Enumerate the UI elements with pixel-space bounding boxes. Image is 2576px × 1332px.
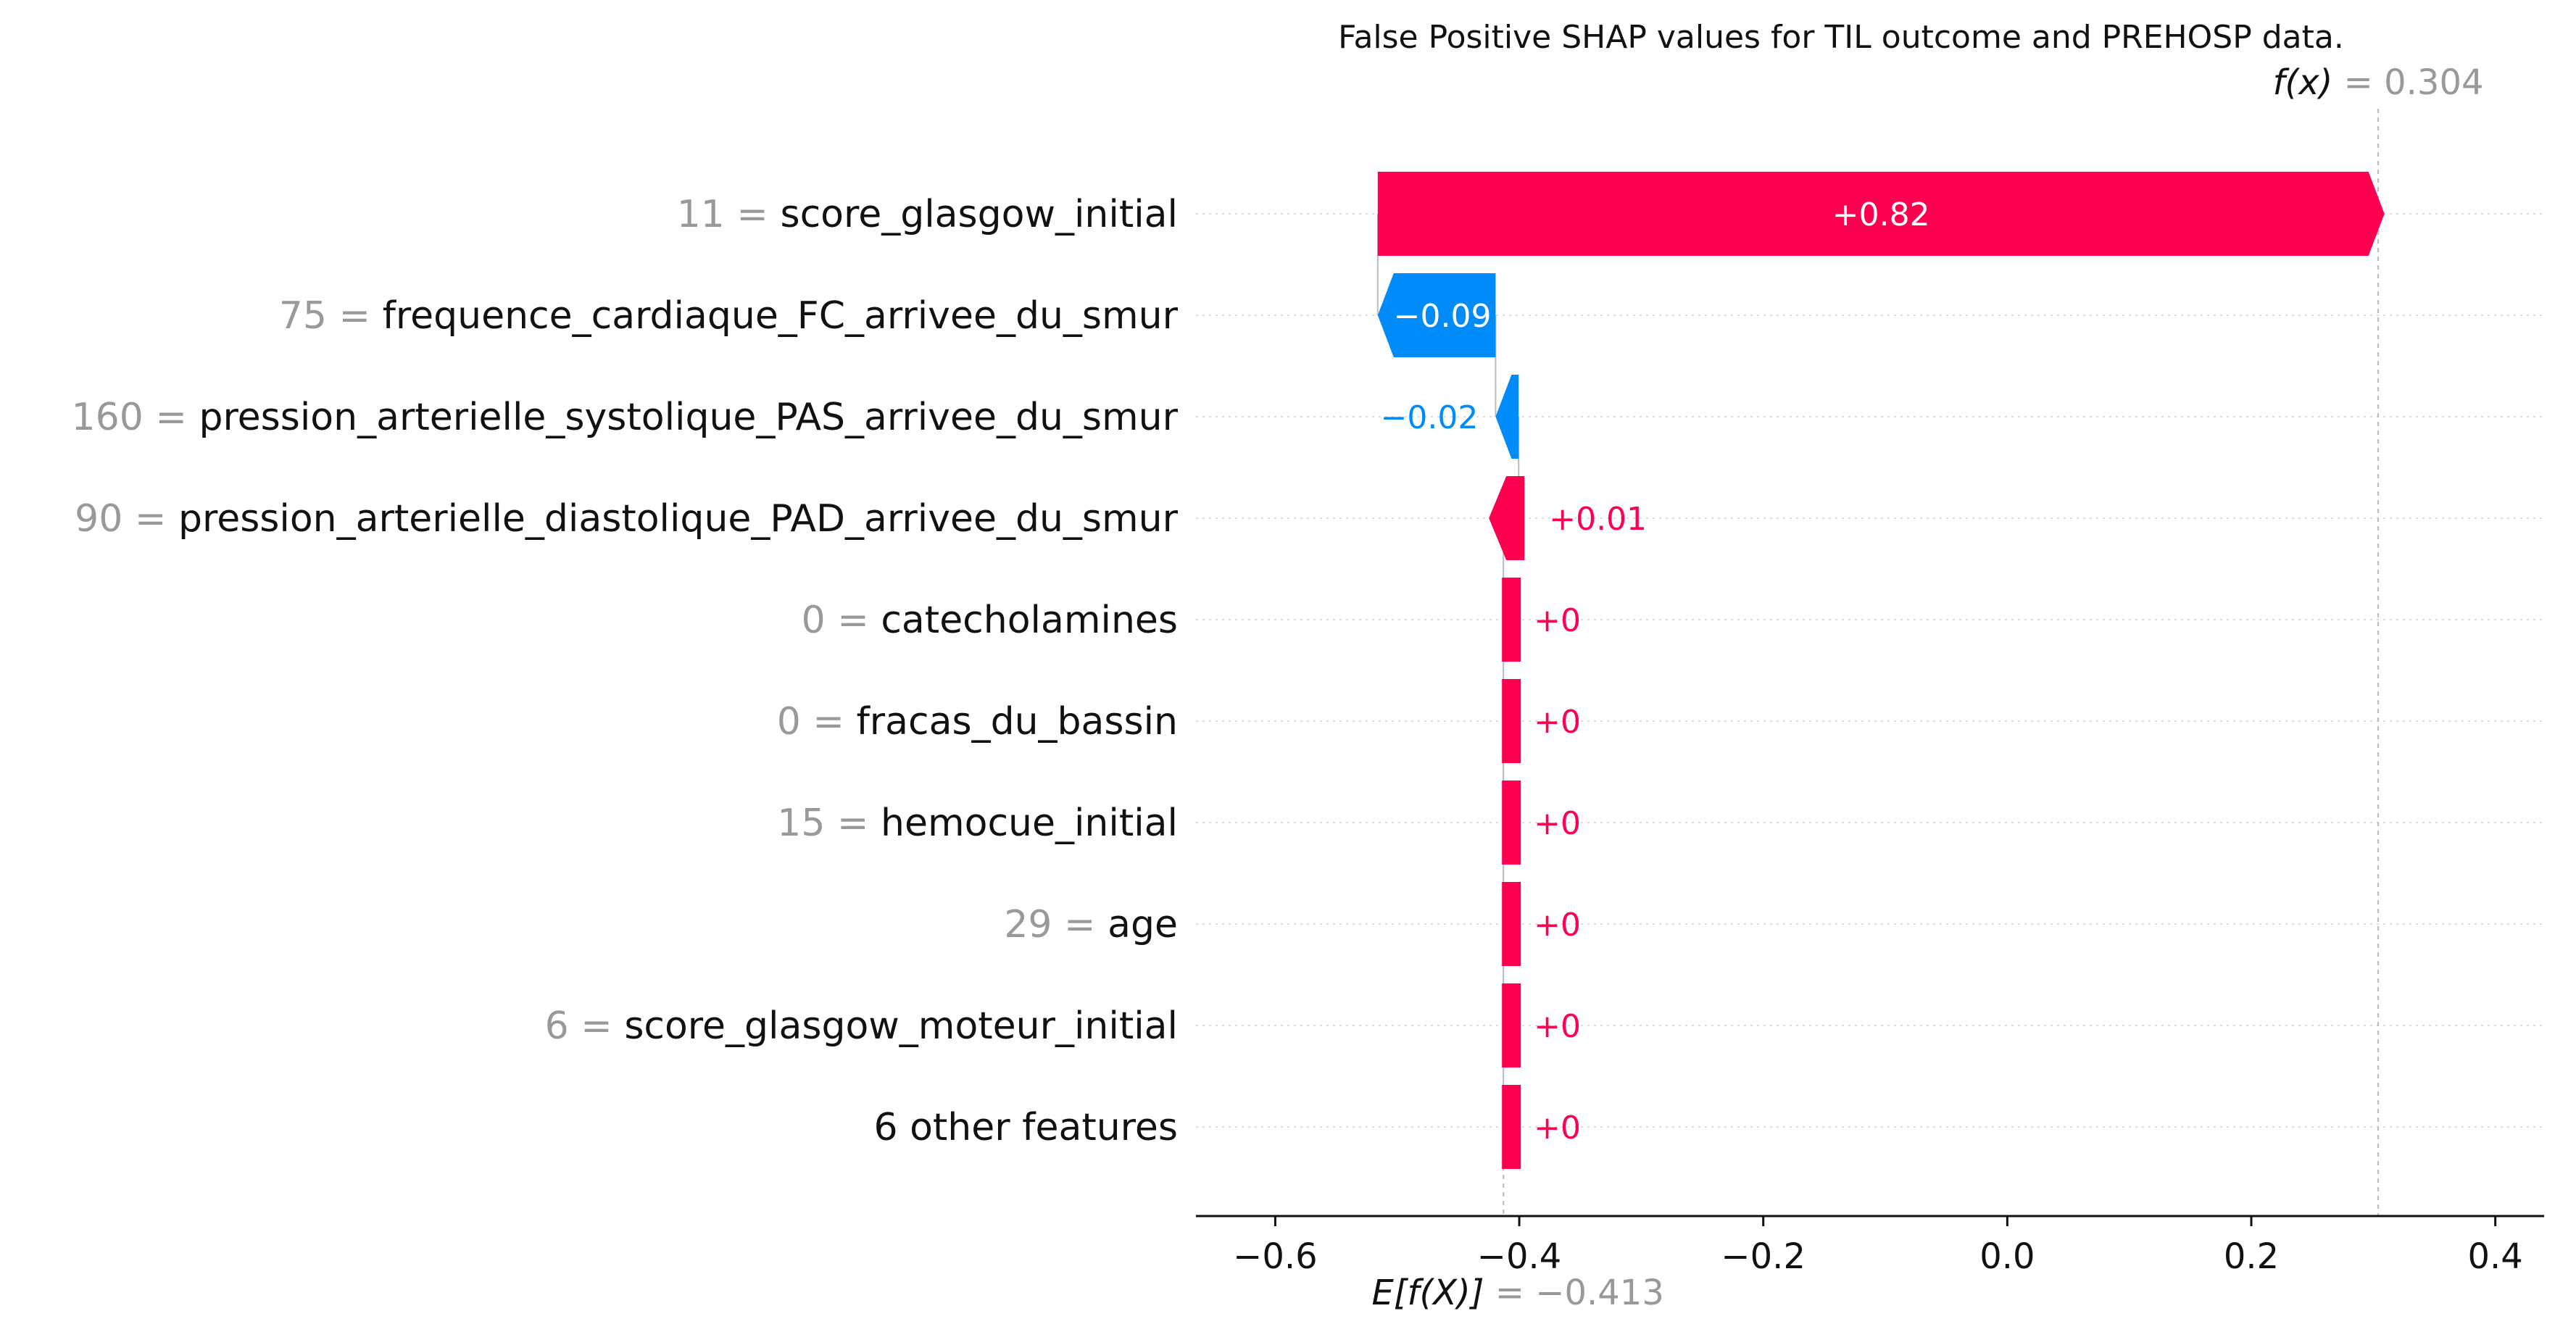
- feature-value: 0 =: [802, 599, 881, 642]
- feature-name: hemocue_initial: [881, 802, 1178, 845]
- feature-name: fracas_du_bassin: [856, 700, 1178, 744]
- positive-shap-bar: [1502, 882, 1521, 966]
- x-tick-label: 0.0: [1979, 1236, 2035, 1277]
- feature-value: 90 =: [75, 497, 178, 541]
- feature-label: 75 = frequence_cardiaque_FC_arrivee_du_s…: [279, 294, 1179, 338]
- feature-value: 29 =: [1004, 903, 1108, 946]
- feature-name: score_glasgow_initial: [781, 193, 1179, 236]
- negative-shap-bar: [1495, 375, 1519, 459]
- feature-label: 6 other features: [873, 1106, 1178, 1149]
- chart-title: False Positive SHAP values for TIL outco…: [1338, 19, 2344, 56]
- shap-data-label: +0: [1534, 1110, 1581, 1146]
- feature-value: 0 =: [777, 700, 857, 744]
- feature-label: 6 = score_glasgow_moteur_initial: [545, 1004, 1178, 1048]
- feature-name: score_glasgow_moteur_initial: [624, 1004, 1178, 1048]
- feature-label: 29 = age: [1004, 903, 1178, 946]
- positive-shap-bar: [1502, 679, 1521, 763]
- feature-label: 11 = score_glasgow_initial: [677, 193, 1178, 236]
- positive-shap-bar: [1489, 476, 1525, 560]
- feature-name: age: [1108, 903, 1178, 946]
- output-value-number: = 0.304: [2344, 62, 2484, 103]
- x-tick-label: 0.2: [2224, 1236, 2279, 1277]
- shap-data-label: +0: [1534, 704, 1581, 741]
- shap-data-label: +0.01: [1549, 501, 1647, 538]
- positive-shap-bar: [1502, 781, 1521, 865]
- feature-label: 0 = catecholamines: [802, 599, 1178, 642]
- positive-shap-bar: [1502, 578, 1521, 662]
- bars: +0.82 −0.09 −0.02 +0.01 +0 +0 +0 +0 +0 +0: [1377, 172, 2385, 1169]
- x-tick-label: −0.6: [1233, 1236, 1318, 1277]
- feature-label: 90 = pression_arterielle_diastolique_PAD…: [75, 497, 1178, 541]
- feature-value: 75 =: [279, 294, 383, 338]
- feature-value: 160 =: [72, 396, 199, 439]
- positive-shap-bar: [1377, 172, 2385, 256]
- positive-shap-bar: [1502, 983, 1521, 1067]
- x-tick-label: 0.4: [2467, 1236, 2522, 1277]
- shap-data-label: −0.09: [1394, 298, 1492, 335]
- feature-value: 11 =: [677, 193, 781, 236]
- feature-label: 0 = fracas_du_bassin: [777, 700, 1178, 744]
- feature-name: catecholamines: [881, 599, 1178, 642]
- base-value-label: E[f(X)] = −0.413: [1371, 1273, 1663, 1313]
- shap-data-label: +0: [1534, 602, 1581, 639]
- feature-value: 15 =: [777, 802, 881, 845]
- x-tick-label: −0.4: [1477, 1236, 1562, 1277]
- shap-data-label: +0.82: [1832, 196, 1930, 233]
- x-tick-label: −0.2: [1721, 1236, 1806, 1277]
- shap-data-label: +0: [1534, 1008, 1581, 1045]
- base-value-name: E[f(X)]: [1371, 1273, 1495, 1313]
- output-value-label: f(x) = 0.304: [2273, 62, 2484, 103]
- shap-data-label: −0.02: [1381, 399, 1479, 436]
- base-value-number: = −0.413: [1495, 1273, 1664, 1313]
- feature-name: 6 other features: [873, 1106, 1178, 1149]
- negative-shap-bar: [1377, 273, 1496, 357]
- feature-labels: 11 = score_glasgow_initial 75 = frequence…: [72, 193, 1179, 1149]
- row-gridlines: [1196, 213, 2544, 1128]
- x-axis: −0.6 −0.4 −0.2 0.0 0.2 0.4: [1196, 1215, 2544, 1277]
- feature-label: 15 = hemocue_initial: [777, 802, 1178, 845]
- feature-label: 160 = pression_arterielle_systolique_PAS…: [72, 396, 1179, 439]
- feature-name: pression_arterielle_diastolique_PAD_arri…: [178, 497, 1179, 541]
- positive-shap-bar: [1502, 1085, 1521, 1169]
- shap-data-label: +0: [1534, 805, 1581, 842]
- shap-data-label: +0: [1534, 907, 1581, 944]
- output-value-name: f(x): [2273, 62, 2344, 103]
- reference-lines: [1376, 109, 2380, 1216]
- feature-name: frequence_cardiaque_FC_arrivee_du_smur: [383, 294, 1179, 338]
- feature-value: 6 =: [545, 1004, 625, 1048]
- feature-name: pression_arterielle_systolique_PAS_arriv…: [199, 396, 1178, 439]
